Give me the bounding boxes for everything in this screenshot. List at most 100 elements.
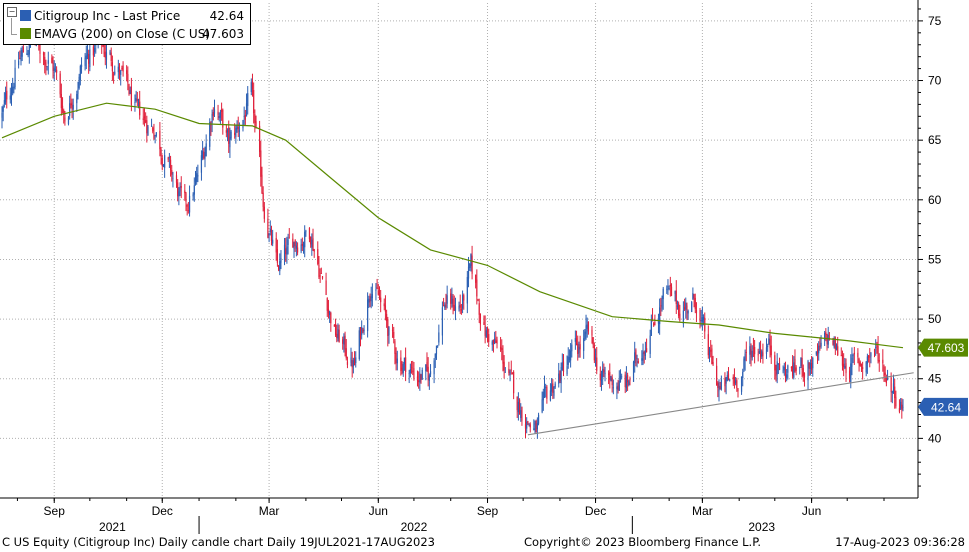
candle-body (143, 116, 146, 119)
candle-body (657, 320, 660, 324)
candle-body (277, 265, 280, 270)
candle-body (164, 155, 166, 168)
candle-body (296, 247, 299, 253)
candle-body (229, 137, 231, 148)
candle-body (574, 338, 576, 342)
candle-body (321, 276, 324, 279)
candle-body (478, 303, 480, 315)
candle-body (600, 379, 603, 382)
y-tick-label: 70 (928, 74, 942, 88)
candle-body (200, 155, 203, 173)
candle-body (801, 357, 803, 370)
candle-body (758, 351, 760, 354)
candle-body (754, 346, 756, 355)
candle-body (337, 329, 339, 339)
candle-body (461, 294, 464, 309)
candle-body (885, 376, 887, 384)
footer-timestamp: 17-Aug-2023 09:36:28 (835, 535, 965, 549)
candle-body (412, 370, 414, 372)
candle-body (742, 371, 744, 378)
candle-body (653, 323, 655, 326)
candle-body (320, 273, 322, 274)
candle-body (729, 379, 731, 381)
candle-body (749, 346, 751, 355)
candle-body (178, 191, 180, 197)
candle-body (477, 299, 479, 301)
candle-body (269, 228, 271, 233)
candle-body (63, 110, 65, 115)
candle-body (444, 304, 446, 308)
candle-body (122, 65, 124, 72)
candle-body (52, 63, 54, 72)
candle-body (666, 288, 668, 290)
candle-body (327, 309, 330, 314)
candle-body (237, 126, 239, 130)
candle-body (294, 240, 296, 247)
candle-body (513, 371, 515, 394)
candle-body (587, 321, 590, 332)
legend-swatch-ema (20, 28, 31, 39)
candle-body (725, 377, 727, 384)
price-badges: 47.603 42.64 (918, 338, 968, 416)
candle-body (312, 238, 314, 250)
candle-body (250, 82, 252, 93)
x-tick-label: Jun (369, 504, 388, 518)
candle-body (400, 357, 402, 371)
candle-series (1, 22, 904, 439)
candle-body (188, 195, 191, 213)
candle-body (504, 371, 506, 373)
candle-body (802, 368, 804, 376)
candle-body (20, 54, 22, 62)
candle-body (767, 346, 769, 348)
candle-body (869, 356, 871, 358)
candle-body (225, 130, 227, 133)
candle-body (528, 424, 530, 426)
candle-body (338, 329, 340, 343)
candle-body (691, 302, 693, 313)
candle-body (56, 69, 58, 73)
candle-body (711, 348, 713, 365)
candle-body (139, 101, 141, 116)
candle-body (568, 357, 571, 361)
candle-body (409, 369, 411, 374)
candle-body (293, 242, 295, 250)
candle-body (111, 62, 113, 72)
candle-body (845, 363, 847, 374)
candle-body (610, 375, 612, 382)
candle-body (343, 336, 345, 345)
candle-body (243, 116, 245, 117)
candle-body (902, 406, 904, 408)
candle-body (130, 86, 132, 105)
candle-body (330, 312, 332, 324)
candle-body (682, 310, 684, 324)
collapse-icon[interactable]: − (7, 7, 17, 17)
candle-body (159, 130, 161, 150)
candle-body (213, 109, 216, 114)
candle-body (396, 358, 398, 364)
candle-body (403, 357, 406, 365)
candle-body (535, 421, 537, 433)
candle-body (59, 73, 61, 95)
candle-body (901, 404, 903, 410)
candle-body (835, 344, 838, 350)
candle-body (470, 254, 472, 266)
candle-body (376, 287, 378, 289)
y-tick-label: 65 (928, 133, 942, 147)
candle-body (333, 324, 335, 327)
candle-body (280, 257, 282, 263)
candle-body (427, 366, 429, 381)
candle-body (295, 245, 297, 249)
candle-body (562, 361, 565, 373)
y-tick-label: 40 (928, 431, 942, 445)
candle-body (642, 353, 644, 361)
candle-body (162, 164, 165, 167)
candle-body (279, 261, 281, 272)
candle-body (571, 344, 573, 352)
y-tick-label: 55 (928, 252, 942, 266)
candle-body (521, 406, 523, 421)
candle-body (355, 357, 357, 364)
candle-body (858, 358, 860, 365)
candle-body (153, 132, 155, 139)
candle-body (643, 351, 645, 355)
